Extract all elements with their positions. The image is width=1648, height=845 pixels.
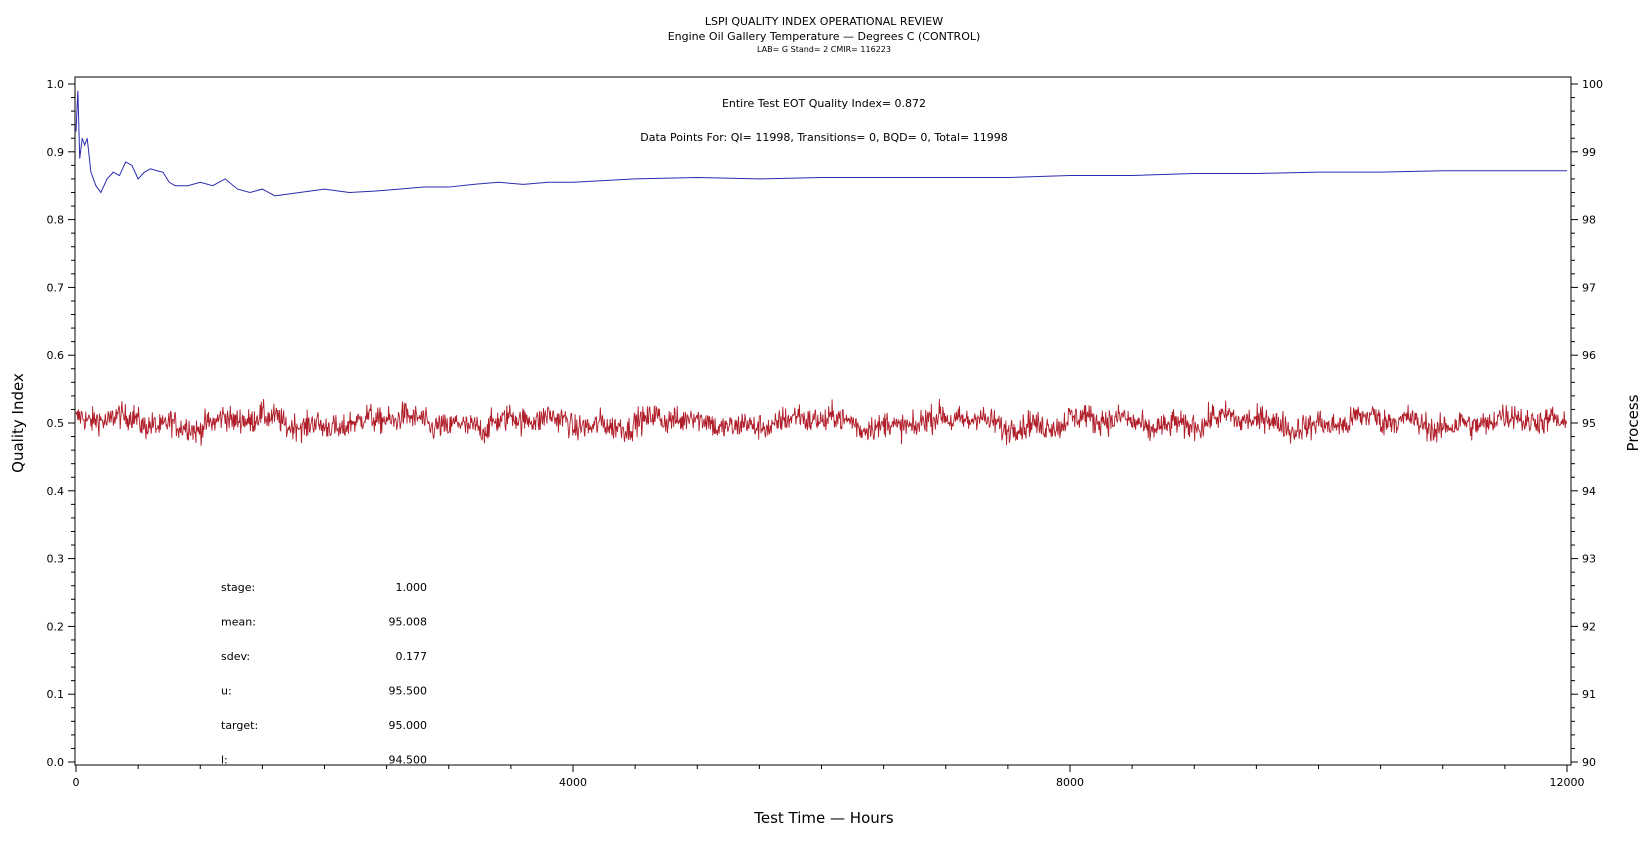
y-left-tick-label: 0.6 bbox=[47, 349, 65, 362]
stat-label: u: bbox=[221, 685, 232, 698]
chart-subtitle: Engine Oil Gallery Temperature — Degrees… bbox=[668, 30, 981, 43]
stat-label: stage: bbox=[221, 581, 255, 594]
plot-frame bbox=[74, 76, 1572, 766]
y-left-tick-label: 0.7 bbox=[47, 281, 65, 294]
annotation-quality-index: Entire Test EOT Quality Index= 0.872 bbox=[722, 97, 926, 110]
stats-table: stage: 1.000 mean: 95.008 sdev: 0.177 u: 95.500… bbox=[221, 581, 427, 767]
x-tick-label: 12000 bbox=[1550, 776, 1585, 789]
y-left-tick-label: 1.0 bbox=[47, 78, 65, 91]
y-left-tick-label: 0.2 bbox=[47, 620, 65, 633]
y-left-tick-label: 0.9 bbox=[47, 146, 65, 159]
stat-value: 95.500 bbox=[389, 685, 428, 698]
quality-index-series bbox=[75, 90, 1567, 197]
x-axis-label: Test Time — Hours bbox=[753, 809, 894, 827]
y-right-tick-label: 92 bbox=[1582, 620, 1596, 633]
x-tick-label: 4000 bbox=[559, 776, 587, 789]
y-right-tick-label: 94 bbox=[1582, 485, 1596, 498]
y-axis-left: 0.0 0.1 0.2 0.3 0.4 0.5 0.6 0.7 0.8 0.9 1.0 bbox=[47, 78, 75, 769]
stat-value: 1.000 bbox=[396, 581, 428, 594]
quality-index-line bbox=[75, 90, 1567, 197]
x-tick-label: 0 bbox=[73, 776, 80, 789]
y-right-tick-label: 98 bbox=[1582, 214, 1596, 227]
y-right-tick-label: 99 bbox=[1582, 146, 1596, 159]
y-left-tick-label: 0.0 bbox=[47, 756, 65, 769]
stat-value: 95.008 bbox=[389, 616, 428, 629]
stat-value: 95.000 bbox=[389, 719, 428, 732]
y-right-tick-label: 100 bbox=[1582, 78, 1603, 91]
x-tick-label: 8000 bbox=[1056, 776, 1084, 789]
y-axis-left-label: Quality Index bbox=[9, 373, 27, 473]
y-right-tick-label: 96 bbox=[1582, 349, 1596, 362]
stat-label: target: bbox=[221, 719, 258, 732]
y-left-tick-label: 0.8 bbox=[47, 214, 65, 227]
y-right-tick-label: 93 bbox=[1582, 553, 1596, 566]
y-left-tick-label: 0.4 bbox=[47, 485, 65, 498]
stat-value: 0.177 bbox=[396, 650, 428, 663]
stat-label: sdev: bbox=[221, 650, 250, 663]
annotation-data-points: Data Points For: QI= 11998, Transitions=… bbox=[640, 131, 1008, 144]
y-left-tick-label: 0.1 bbox=[47, 688, 65, 701]
y-right-tick-label: 90 bbox=[1582, 756, 1596, 769]
y-left-tick-label: 0.3 bbox=[47, 553, 65, 566]
process-line bbox=[75, 398, 1568, 446]
y-right-tick-label: 97 bbox=[1582, 281, 1596, 294]
stat-label: l: bbox=[221, 754, 228, 767]
y-axis-right: 90 91 92 93 94 95 96 97 98 99 100 bbox=[1571, 78, 1603, 769]
y-right-tick-label: 95 bbox=[1582, 417, 1596, 430]
y-right-tick-label: 91 bbox=[1582, 688, 1596, 701]
stat-value: 94.500 bbox=[389, 754, 428, 767]
y-axis-right-label: Process bbox=[1624, 394, 1642, 451]
process-series bbox=[75, 398, 1568, 446]
chart-title: LSPI QUALITY INDEX OPERATIONAL REVIEW bbox=[705, 15, 943, 28]
stat-label: mean: bbox=[221, 616, 256, 629]
x-axis: 0 4000 8000 12000 bbox=[73, 765, 1585, 789]
y-left-tick-label: 0.5 bbox=[47, 417, 65, 430]
chart-subtitle-lab: LAB= G Stand= 2 CMIR= 116223 bbox=[757, 45, 891, 54]
